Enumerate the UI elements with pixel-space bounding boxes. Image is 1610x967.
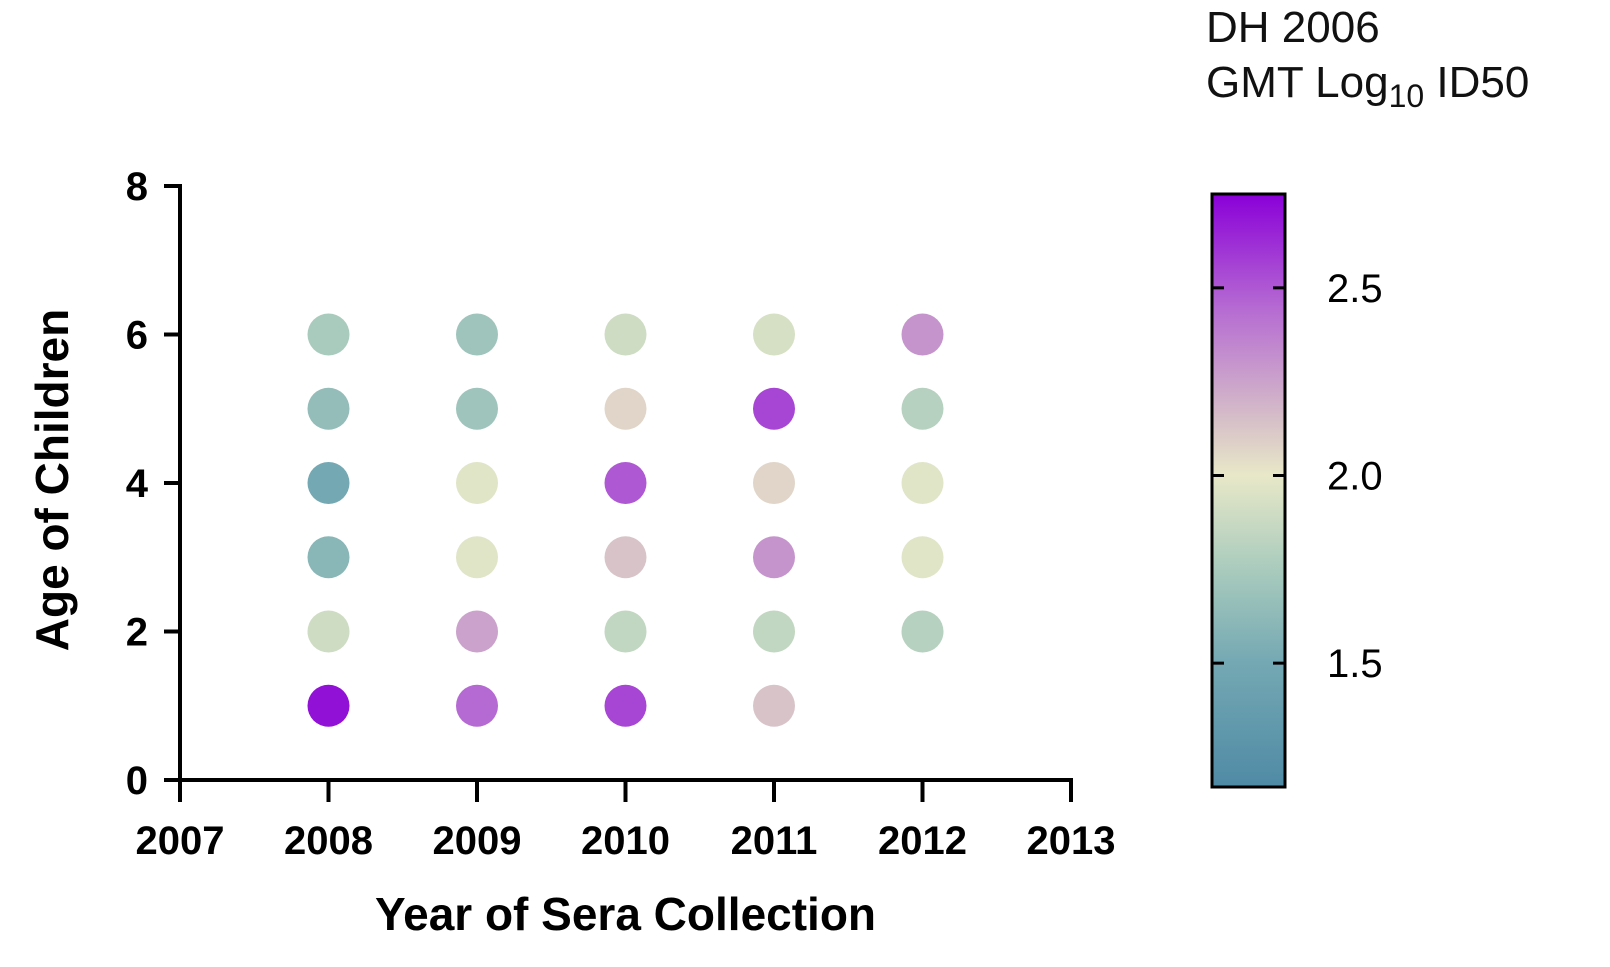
axes: 0 2 4 6 8 2007 2008 2009 2010 2011 2012 2013 — [126, 165, 1116, 863]
x-tick-label: 2013 — [1027, 819, 1116, 863]
colorbar-ticks: 1.5 2.0 2.5 — [1212, 267, 1383, 686]
colorbar-title-prefix: GMT Log — [1206, 58, 1389, 107]
y-tick-label: 8 — [126, 165, 148, 209]
data-point — [901, 387, 944, 430]
data-point — [456, 684, 498, 727]
data-point — [456, 387, 498, 430]
data-point — [901, 462, 944, 504]
colorbar-tick-label: 2.5 — [1327, 267, 1383, 311]
data-point — [604, 313, 647, 356]
data-point — [753, 313, 795, 356]
data-point — [456, 536, 498, 579]
data-point — [307, 462, 350, 504]
data-point — [307, 610, 350, 653]
colorbar-tick-label: 1.5 — [1327, 642, 1383, 686]
colorbar-title-line2: GMT Log10 ID50 — [1206, 58, 1529, 114]
data-point — [604, 387, 647, 430]
y-tick-label: 4 — [126, 462, 149, 506]
data-point — [456, 313, 498, 356]
x-tick-label: 2008 — [284, 819, 373, 863]
y-axis-title: Age of Children — [26, 309, 78, 651]
data-points — [307, 313, 944, 727]
x-tick-label: 2010 — [581, 819, 670, 863]
x-tick-label: 2011 — [731, 819, 818, 863]
data-point — [307, 387, 350, 430]
x-tick-label: 2007 — [136, 819, 225, 863]
data-point — [307, 313, 350, 356]
data-point — [753, 536, 795, 579]
colorbar-tick-label: 2.0 — [1327, 454, 1383, 498]
data-point — [753, 462, 795, 504]
data-point — [901, 536, 944, 579]
data-point — [604, 536, 647, 579]
x-axis-title: Year of Sera Collection — [375, 888, 876, 940]
data-point — [456, 462, 498, 504]
data-point — [753, 610, 795, 653]
data-point — [901, 610, 944, 653]
data-point — [604, 610, 647, 653]
x-tick-label: 2009 — [433, 819, 522, 863]
data-point — [307, 684, 350, 727]
data-point — [307, 536, 350, 579]
colorbar-title-suffix: ID50 — [1424, 58, 1529, 107]
y-tick-label: 0 — [126, 759, 148, 803]
data-point — [456, 610, 498, 653]
data-point — [604, 462, 647, 504]
y-tick-label: 2 — [126, 611, 148, 655]
data-point — [753, 387, 795, 430]
colorbar-title-line1: DH 2006 — [1206, 3, 1380, 52]
data-point — [604, 684, 647, 727]
colorbar-title-subscript: 10 — [1389, 78, 1425, 114]
colorbar-legend: DH 2006 GMT Log10 ID50 1.5 2.0 2.5 — [1206, 3, 1529, 789]
y-axis-ticks: 0 2 4 6 8 — [126, 165, 180, 803]
x-tick-label: 2012 — [878, 819, 967, 863]
data-point — [753, 684, 795, 727]
y-tick-label: 6 — [126, 314, 148, 358]
colorbar-gradient — [1210, 192, 1287, 789]
data-point — [901, 313, 944, 356]
x-axis-ticks: 2007 2008 2009 2010 2011 2012 2013 — [136, 780, 1116, 863]
